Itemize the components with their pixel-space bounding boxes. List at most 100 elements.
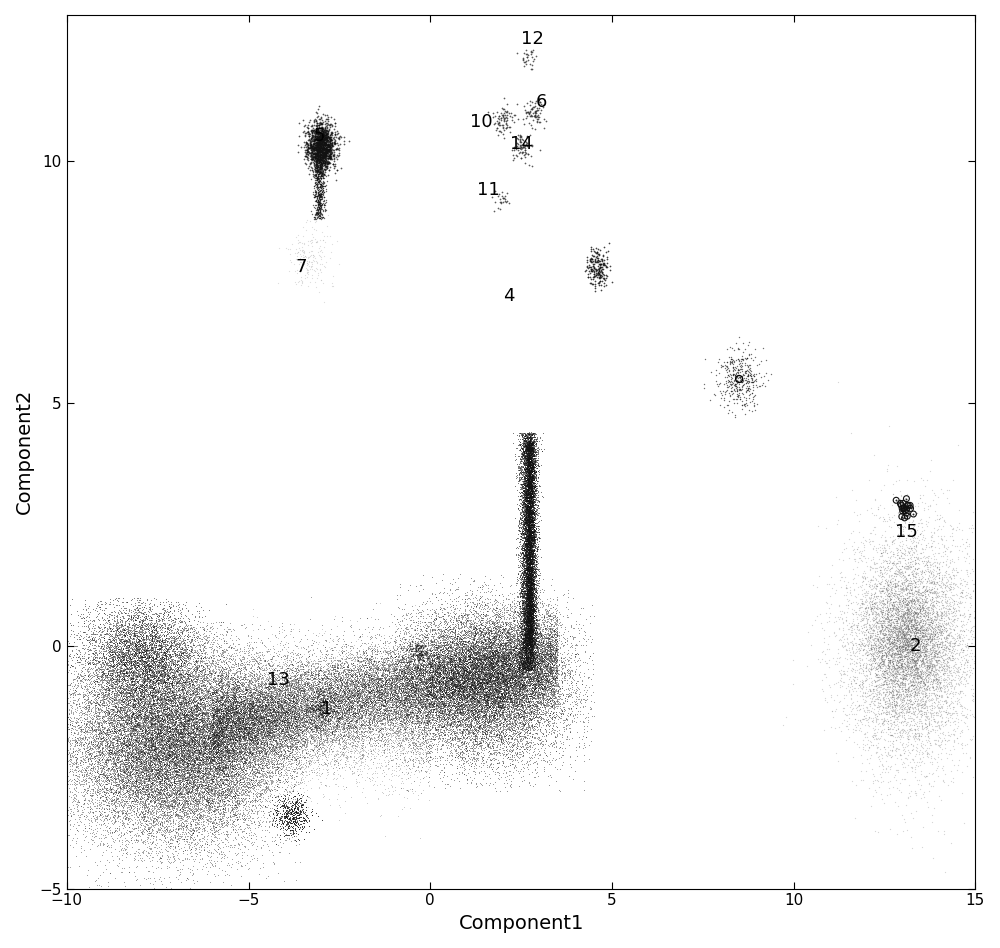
Point [395,655,411,670]
Point [88,817,104,832]
Point [185,822,201,837]
Point [522,713,538,728]
Point [242,720,258,736]
Point [140,791,156,806]
Point [254,757,270,773]
Point [356,686,372,702]
Point [77,645,93,660]
Point [310,174,326,190]
Point [144,658,160,673]
Point [222,694,238,709]
Point [100,736,116,751]
Point [217,780,233,795]
Point [137,720,153,736]
Point [479,661,495,676]
Point [919,611,935,627]
Point [180,713,196,728]
Point [124,642,140,657]
Point [272,692,288,707]
Point [519,632,535,647]
Point [430,638,446,653]
Point [452,656,468,671]
Point [485,711,501,726]
Point [522,539,538,555]
Point [345,681,361,696]
Point [474,663,490,678]
Point [152,698,168,713]
Point [408,710,424,725]
Point [514,618,530,633]
Point [288,733,304,748]
Point [76,737,92,752]
Point [930,607,946,622]
Point [202,719,218,734]
Point [201,685,217,701]
Point [439,688,455,703]
Point [316,144,332,159]
Point [301,702,317,718]
Point [340,718,356,733]
Point [912,669,928,684]
Point [324,702,340,717]
Point [730,365,746,380]
Point [436,733,452,748]
Point [443,664,459,679]
Point [522,496,538,511]
Point [575,618,591,633]
Point [405,729,421,744]
Point [124,672,140,687]
Point [290,681,306,696]
Point [206,674,222,689]
Point [148,712,164,727]
Point [272,754,288,769]
Point [521,513,537,528]
Point [513,627,529,642]
Point [307,726,323,741]
Point [351,666,367,682]
Point [306,726,322,741]
Point [151,662,167,677]
Point [493,700,509,715]
Point [426,697,442,712]
Point [413,667,429,683]
Point [126,650,142,665]
Point [517,615,533,630]
Point [483,696,499,711]
Point [523,520,539,536]
Point [266,728,282,743]
Point [245,700,261,715]
Point [524,618,540,633]
Point [522,661,538,676]
Point [202,753,218,768]
Point [503,646,519,661]
Point [262,784,278,799]
Point [327,692,343,707]
Point [523,547,539,562]
Point [540,627,556,642]
Point [738,364,754,379]
Point [543,683,559,698]
Point [453,682,469,697]
Point [390,689,406,704]
Point [462,649,478,665]
Point [500,649,516,665]
Point [914,592,930,607]
Point [229,665,245,680]
Point [457,696,473,711]
Point [507,713,523,728]
Point [916,701,932,716]
Point [177,726,193,741]
Point [424,700,440,715]
Point [464,665,480,681]
Point [438,686,454,702]
Point [232,705,248,720]
Point [528,611,544,627]
Point [87,792,103,807]
Point [945,688,961,703]
Point [279,729,295,744]
Point [167,657,183,672]
Point [244,663,260,678]
Point [132,753,148,768]
Point [172,697,188,712]
Point [166,850,182,866]
